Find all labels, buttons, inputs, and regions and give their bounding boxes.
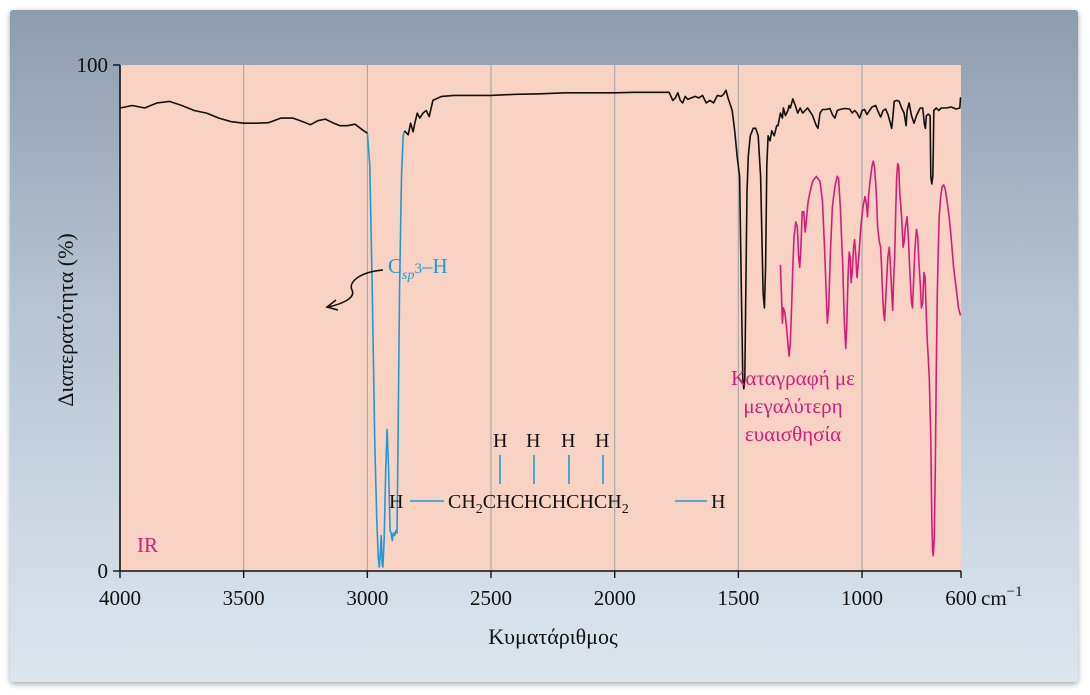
grid-lines [243,65,863,571]
series-high-sensitivity [779,160,962,557]
structural-formula: H H H H H CH2CHCHCHCHCH2 H [389,430,725,517]
h-top-4: H [595,430,609,452]
ch2-left: CH [448,491,476,513]
csp3-arrowhead [325,299,339,311]
series-csh-stretch [366,130,406,568]
h-left: H [389,491,403,513]
series-fingerprint [403,89,962,390]
csp3-base: C [388,254,402,278]
x-tick-label-2500: 2500 [470,586,512,610]
y-tick-label-100: 100 [77,53,109,77]
sensitivity-line-2: μεγαλύτερη [743,394,842,418]
y-tick-label-0: 0 [98,559,109,583]
y-axis-title: Διαπερατότητα (%) [53,233,78,406]
x-tick-label-3500: 3500 [223,586,265,610]
ch2-right-sub: 2 [622,502,629,517]
h-right: H [711,491,725,513]
csp3-sub: sp [402,268,414,283]
x-tick-label-4000: 4000 [99,586,141,610]
sensitivity-annotation: Καταγραφή με μεγαλύτερη ευαισθησία [731,366,855,446]
x-tick-label-2000: 2000 [594,586,636,610]
csp3-arrow [327,269,384,308]
chain-middle: CHCHCHCHCH [483,491,622,513]
chain-formula: CH2CHCHCHCHCH2 [448,491,629,517]
ir-label: IR [137,533,158,557]
h-top-1: H [493,430,507,452]
csp3-rest: –H [421,254,448,278]
csp3-sup: 3 [414,261,422,277]
sensitivity-line-3: ευαισθησία [745,422,841,446]
series-baseline-high [119,100,368,134]
x-tick-label-1500: 1500 [717,586,759,610]
x-axis-title: Κυματάριθμος [488,624,618,649]
plot-area [120,65,961,571]
x-unit-label: cm−1 [981,584,1023,610]
x-tick-label-600: 600 [945,586,977,610]
x-tick-label-1000: 1000 [841,586,883,610]
x-tick-label-3000: 3000 [346,586,388,610]
h-top-2: H [526,430,540,452]
series-layer [119,89,962,568]
h-top-3: H [561,430,575,452]
csp3-annotation: Csp3–H [325,254,448,311]
ch2-left-sub: 2 [476,502,483,517]
sensitivity-line-1: Καταγραφή με [731,366,855,390]
csp3-label: Csp3–H [388,254,448,283]
